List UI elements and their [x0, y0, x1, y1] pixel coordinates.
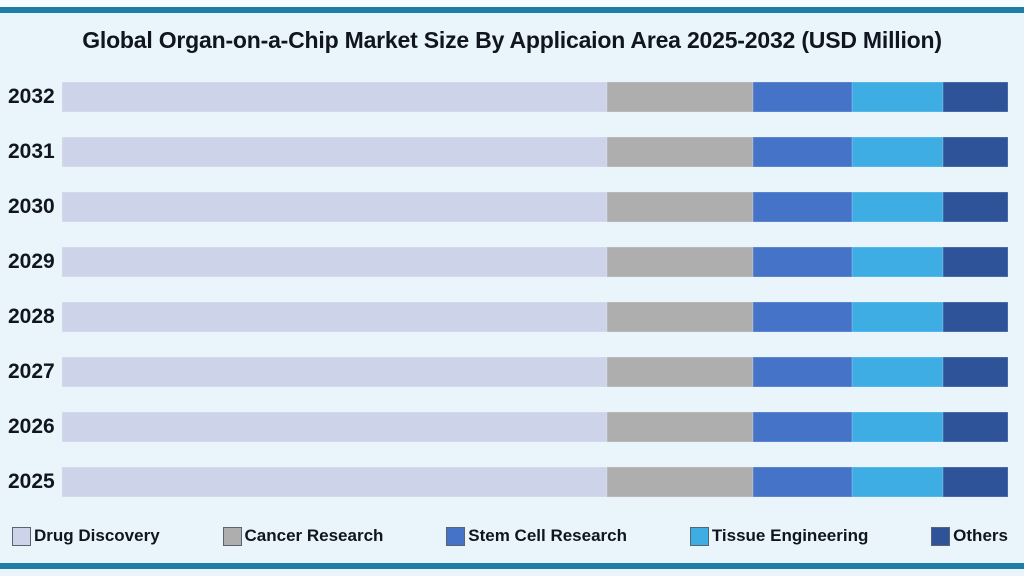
bar-segment-drug-discovery	[62, 192, 607, 222]
year-label: 2031	[8, 140, 55, 163]
bar-segment-tissue-engineering	[851, 82, 943, 112]
bar-segment-others	[942, 467, 1008, 497]
stacked-bar	[62, 302, 1008, 332]
bar-segment-cancer-research	[606, 247, 753, 277]
bottom-border-rule	[0, 563, 1024, 569]
chart-legend: Drug Discovery Cancer Research Stem Cell R…	[12, 526, 1008, 546]
chart-row-2026: 2026	[0, 412, 1024, 442]
bar-segment-others	[942, 357, 1008, 387]
legend-item-others: Others	[931, 526, 1008, 546]
year-label: 2030	[8, 195, 55, 218]
year-label: 2029	[8, 250, 55, 273]
stacked-bar	[62, 357, 1008, 387]
bar-segment-stem-cell-research	[752, 137, 852, 167]
bar-segment-stem-cell-research	[752, 412, 852, 442]
bar-segment-others	[942, 247, 1008, 277]
chart-row-2027: 2027	[0, 357, 1024, 387]
legend-item-tissue-engineering: Tissue Engineering	[689, 526, 869, 546]
chart-title: Global Organ-on-a-Chip Market Size By Ap…	[82, 27, 942, 53]
year-label: 2032	[8, 85, 55, 108]
bar-segment-tissue-engineering	[851, 137, 943, 167]
legend-item-cancer-research: Cancer Research	[222, 526, 384, 546]
top-border-rule	[0, 7, 1024, 13]
legend-item-drug-discovery: Drug Discovery	[12, 526, 160, 546]
chart-row-2030: 2030	[0, 192, 1024, 222]
year-label: 2028	[8, 305, 55, 328]
bar-segment-stem-cell-research	[752, 302, 852, 332]
chart-row-2028: 2028	[0, 302, 1024, 332]
bar-segment-drug-discovery	[62, 412, 607, 442]
year-label: 2027	[8, 360, 55, 383]
year-label: 2025	[8, 470, 55, 493]
stacked-bar	[62, 192, 1008, 222]
legend-label: Drug Discovery	[34, 526, 160, 545]
legend-item-stem-cell-research: Stem Cell Research	[446, 526, 627, 546]
year-label: 2026	[8, 415, 55, 438]
legend-label: Others	[953, 526, 1008, 545]
legend-label: Stem Cell Research	[468, 526, 627, 545]
bar-segment-tissue-engineering	[851, 247, 943, 277]
bar-segment-drug-discovery	[62, 467, 607, 497]
stacked-bar	[62, 247, 1008, 277]
chart-row-2032: 2032	[0, 82, 1024, 112]
bar-segment-tissue-engineering	[851, 192, 943, 222]
legend-label: Cancer Research	[244, 526, 384, 545]
bar-segment-drug-discovery	[62, 137, 607, 167]
bar-segment-stem-cell-research	[752, 192, 852, 222]
stacked-bar	[62, 82, 1008, 112]
bar-segment-drug-discovery	[62, 302, 607, 332]
stacked-bar	[62, 412, 1008, 442]
legend-swatch-drug-discovery	[12, 526, 31, 546]
legend-swatch-stem-cell-research	[446, 526, 466, 546]
bar-segment-cancer-research	[606, 412, 753, 442]
legend-swatch-cancer-research	[222, 526, 242, 546]
bar-segment-tissue-engineering	[851, 412, 943, 442]
legend-swatch-tissue-engineering	[689, 526, 709, 546]
bar-segment-stem-cell-research	[752, 467, 852, 497]
bar-segment-cancer-research	[606, 137, 753, 167]
bar-segment-others	[942, 82, 1008, 112]
stacked-bar	[62, 467, 1008, 497]
bar-segment-cancer-research	[606, 357, 753, 387]
bar-segment-stem-cell-research	[752, 82, 852, 112]
legend-swatch-others	[931, 526, 951, 546]
chart-row-2025: 2025	[0, 467, 1024, 497]
bar-segment-others	[942, 302, 1008, 332]
bar-segment-cancer-research	[606, 467, 753, 497]
bar-segment-tissue-engineering	[851, 467, 943, 497]
bar-segment-cancer-research	[606, 82, 753, 112]
chart-row-2029: 2029	[0, 247, 1024, 277]
legend-label: Tissue Engineering	[711, 526, 869, 545]
bar-segment-stem-cell-research	[752, 247, 852, 277]
bar-segment-tissue-engineering	[851, 357, 943, 387]
bar-segment-others	[942, 137, 1008, 167]
bar-segment-stem-cell-research	[752, 357, 852, 387]
bar-segment-others	[942, 192, 1008, 222]
bar-segment-others	[942, 412, 1008, 442]
chart-row-2031: 2031	[0, 137, 1024, 167]
stacked-bar	[62, 137, 1008, 167]
bar-segment-cancer-research	[606, 302, 753, 332]
bar-segment-tissue-engineering	[851, 302, 943, 332]
bar-segment-drug-discovery	[62, 247, 607, 277]
bar-segment-drug-discovery	[62, 82, 607, 112]
top-white-strip	[0, 0, 1024, 7]
bar-segment-drug-discovery	[62, 357, 607, 387]
stacked-bar-chart: 2032 2031 2030 2029 2028 2027 2026 2025	[0, 82, 1024, 522]
bar-segment-cancer-research	[606, 192, 753, 222]
